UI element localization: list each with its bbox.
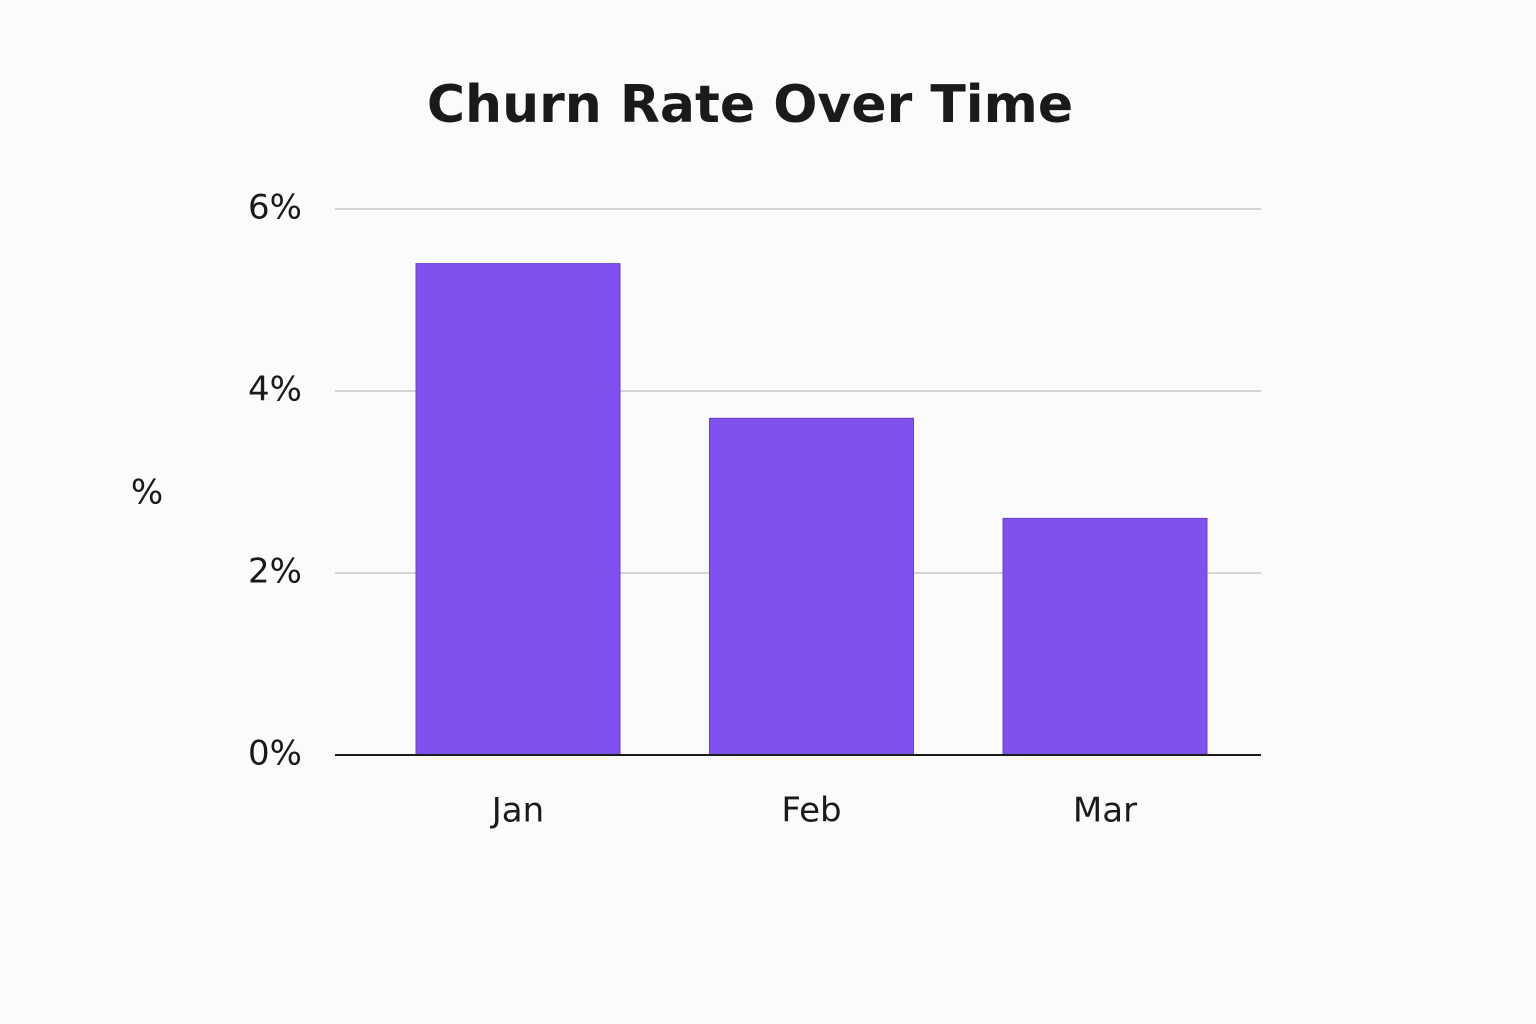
bar	[709, 417, 914, 756]
chart-title: Churn Rate Over Time	[427, 75, 1073, 135]
y-axis-label: %	[131, 473, 163, 513]
y-tick-label: 2%	[248, 552, 302, 592]
y-tick-label: 6%	[248, 188, 302, 228]
bar	[415, 263, 621, 756]
y-tick-label: 4%	[248, 370, 302, 410]
x-tick-label: Feb	[781, 791, 841, 831]
y-tick-label: 0%	[248, 734, 302, 774]
x-tick-label: Jan	[490, 791, 544, 831]
bar	[1002, 517, 1208, 756]
x-tick-label: Mar	[1073, 791, 1137, 831]
